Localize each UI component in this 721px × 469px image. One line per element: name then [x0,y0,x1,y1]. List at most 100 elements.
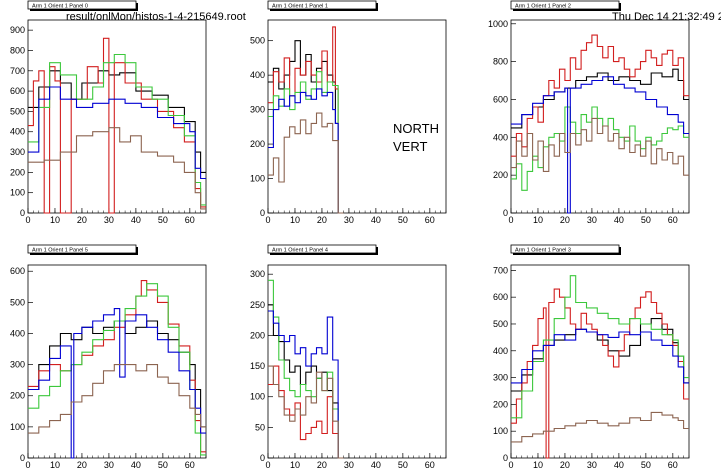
histogram-panel-1: Arm 1 Orient 1 Panel 1 0 10 20 30 40 50 60 0 100 2… [250,0,447,225]
y-tick-label: 0 [503,453,508,463]
plot-frame [510,19,690,214]
y-tick-label: 400 [493,346,508,356]
histogram-series-brown [28,127,206,210]
y-tick-label: 400 [250,70,265,80]
x-tick-label: 30 [587,460,597,469]
x-tick-label: 60 [668,460,678,469]
y-tick-label: 0 [503,208,508,218]
x-tick-label: 30 [104,215,114,225]
y-tick-label: 200 [493,170,508,180]
y-tick-label: 200 [10,167,25,177]
x-tick-label: 40 [614,460,624,469]
y-tick-label: 0 [20,208,25,218]
panel-title: Arm 1 Orient 1 Panel 2 [515,3,571,9]
panel-title: Arm 1 Orient 1 Panel 3 [515,247,571,253]
annotation-vert: VERT [393,139,428,154]
x-tick-label: 0 [508,215,513,225]
histogram-series-green [268,279,344,459]
histogram-series-blue [28,308,206,459]
x-tick-label: 20 [560,215,570,225]
histogram-series-brown [28,364,206,434]
histogram-series-red [511,34,689,157]
x-tick-label: 50 [398,215,408,225]
y-tick-label: 200 [493,399,508,409]
y-tick-label: 100 [250,392,265,402]
x-tick-label: 20 [77,215,87,225]
histogram-panel-2: Arm 1 Orient 1 Panel 2 0 10 20 30 40 50 600 200 4… [488,0,690,225]
x-tick-label: 40 [131,215,141,225]
histogram-series-green [511,106,689,191]
y-tick-label: 1000 [488,19,508,29]
y-tick-label: 600 [493,292,508,302]
y-tick-label: 0 [260,453,265,463]
y-tick-label: 300 [250,105,265,115]
histogram-series-green [28,53,206,206]
histogram-series-green [28,283,206,456]
x-tick-label: 10 [50,460,60,469]
x-tick-label: 0 [25,215,30,225]
panel-title: Arm 1 Orient 1 Panel 0 [32,3,88,9]
plot-frame [27,264,207,459]
root-file-path: result/onlMon/histos-1-4-215649.root [66,11,246,23]
histogram-series-brown [511,411,689,443]
histogram-series-blue [511,328,689,384]
x-tick-label: 50 [158,215,168,225]
x-tick-label: 40 [131,460,141,469]
x-tick-label: 50 [641,215,651,225]
x-tick-label: 30 [344,460,354,469]
x-tick-label: 10 [290,215,300,225]
x-tick-label: 20 [77,460,87,469]
y-tick-label: 500 [10,106,25,116]
histogram-series-brown [511,117,689,176]
x-tick-label: 10 [533,215,543,225]
y-tick-label: 500 [493,319,508,329]
y-tick-label: 300 [10,147,25,157]
y-tick-label: 600 [10,86,25,96]
histogram-panel-5: Arm 1 Orient 1 Panel 30 10 20 30 40 50 6001002… [493,244,690,469]
y-tick-label: 500 [10,297,25,307]
y-tick-label: 400 [493,132,508,142]
y-tick-label: 300 [493,373,508,383]
histogram-panel-0: Arm 1 Orient 1 Panel 00 10 20 30 40 50 6001002… [10,0,207,225]
x-tick-label: 50 [398,460,408,469]
histogram-series-red [268,365,344,459]
y-tick-label: 100 [10,422,25,432]
x-tick-label: 10 [50,215,60,225]
histogram-series-green [511,275,689,419]
x-tick-label: 30 [587,215,597,225]
x-tick-label: 20 [317,215,327,225]
x-tick-label: 50 [641,460,651,469]
x-tick-label: 30 [344,215,354,225]
x-tick-label: 50 [158,460,168,469]
panel-title: Arm 1 Orient 1 Panel 4 [272,247,328,253]
x-tick-label: 60 [425,215,435,225]
y-tick-label: 600 [493,94,508,104]
histogram-series-green [268,71,344,214]
annotation-north: NORTH [393,121,439,136]
y-tick-label: 500 [250,36,265,46]
y-tick-label: 50 [255,422,265,432]
x-tick-label: 40 [371,460,381,469]
x-tick-label: 40 [614,215,624,225]
x-tick-label: 20 [317,460,327,469]
plot-frame [27,19,207,214]
y-tick-label: 200 [250,139,265,149]
histogram-series-blue [268,88,344,214]
histogram-panel-4: Arm 1 Orient 1 Panel 4 0 10 20 30 40 50 60 0 50 10… [250,244,447,469]
x-tick-label: 10 [533,460,543,469]
histogram-series-brown [268,365,344,459]
histogram-series-red [268,26,344,214]
x-tick-label: 10 [290,460,300,469]
histogram-series-blue [268,310,344,459]
panel-title-box [510,244,620,254]
x-tick-label: 40 [371,215,381,225]
x-tick-label: 0 [265,460,270,469]
y-tick-label: 200 [10,391,25,401]
x-tick-label: 20 [560,460,570,469]
plot-frame [510,264,690,459]
x-tick-label: 60 [185,215,195,225]
x-tick-label: 0 [265,215,270,225]
y-tick-label: 0 [260,208,265,218]
y-tick-label: 300 [10,360,25,370]
